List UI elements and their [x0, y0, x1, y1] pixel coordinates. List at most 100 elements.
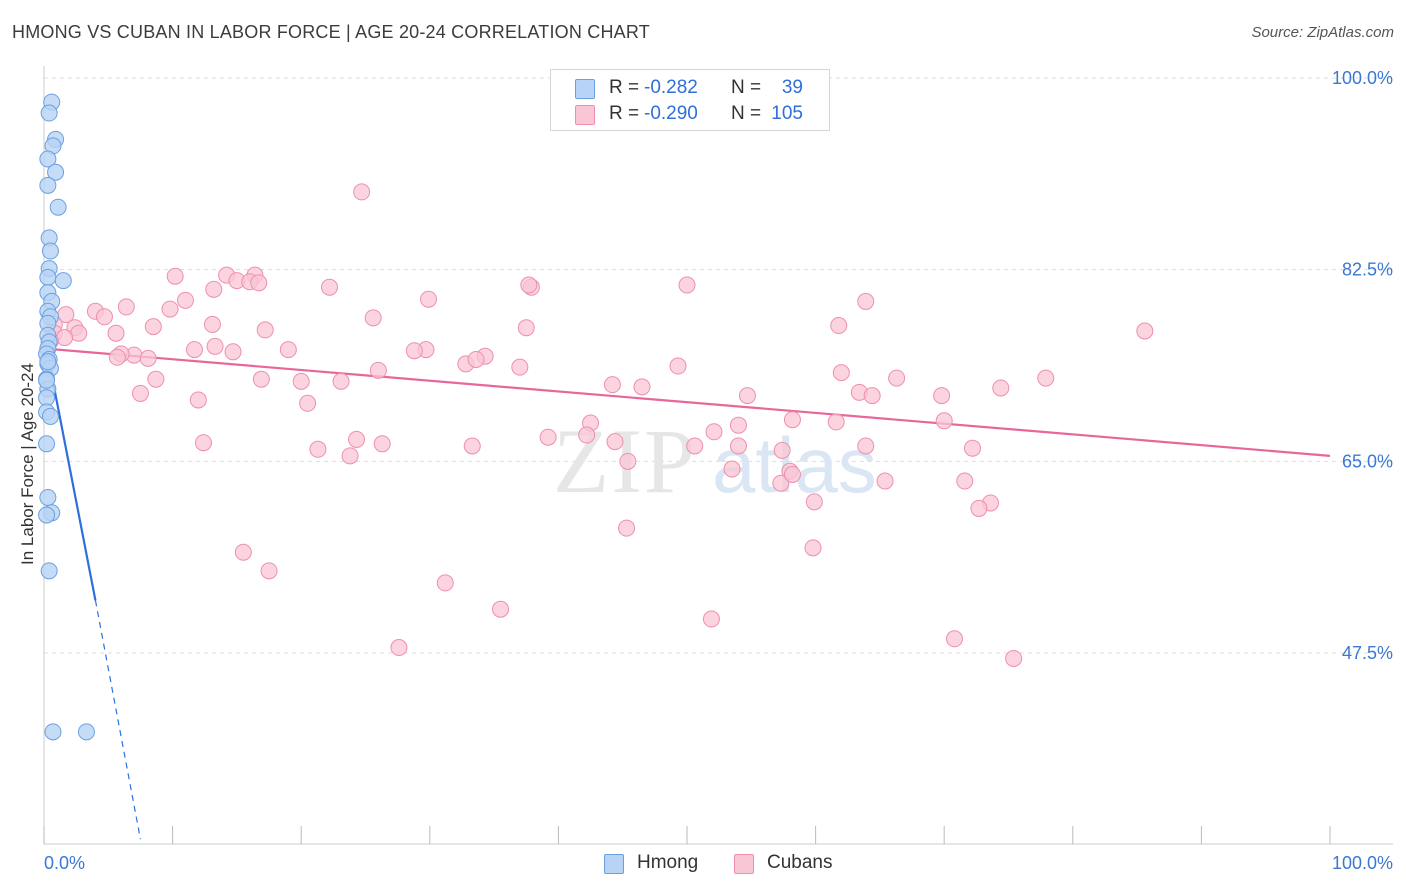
legend-r-value: -0.290	[644, 103, 698, 124]
hmong-point	[38, 435, 56, 453]
cubans-point	[463, 437, 481, 455]
cubans-point	[963, 439, 981, 457]
hmong-point	[39, 150, 57, 168]
tick-labels: 100.0% 82.5% 65.0% 47.5% 0.0% 100.0%	[44, 68, 1393, 873]
cubans-point	[511, 358, 529, 376]
legend-r-label: R =	[609, 77, 640, 98]
cubans-point	[729, 416, 747, 434]
cubans-point	[669, 357, 687, 375]
cubans-point	[888, 369, 906, 387]
cubans-point	[956, 472, 974, 490]
legend-n-label: N =	[731, 103, 762, 124]
cubans-point	[252, 370, 270, 388]
cubans-point	[945, 630, 963, 648]
cubans-point	[390, 639, 408, 657]
cubans-point	[729, 437, 747, 455]
cubans-point	[539, 428, 557, 446]
cubans-point	[702, 610, 720, 628]
hmong-point	[39, 353, 57, 371]
cubans-point	[827, 413, 845, 431]
cubans-point	[292, 372, 310, 390]
cubans-point	[618, 519, 636, 537]
cubans-point	[108, 348, 126, 366]
cubans-point	[992, 379, 1010, 397]
correlation-legend: R = -0.282 N = 39 R = -0.290 N = 105	[550, 69, 830, 131]
cubans-point	[405, 342, 423, 360]
cubans-point	[95, 308, 113, 326]
hmong-point	[49, 198, 67, 216]
cubans-point	[185, 341, 203, 359]
cubans-point	[619, 452, 637, 470]
cubans-point	[189, 391, 207, 409]
cubans-point	[633, 378, 651, 396]
cubans-point	[107, 324, 125, 342]
hmong-point	[40, 104, 58, 122]
x-tick-label: 100.0%	[1332, 853, 1393, 873]
cubans-point	[205, 280, 223, 298]
cubans-point	[224, 343, 242, 361]
cubans-point	[131, 384, 149, 402]
cubans-point	[773, 441, 791, 459]
y-tick-label: 65.0%	[1342, 451, 1393, 471]
y-tick-label: 100.0%	[1332, 68, 1393, 88]
chart-source: Source: ZipAtlas.com	[1251, 24, 1394, 41]
cubans-point	[738, 387, 756, 405]
cubans-point	[144, 318, 162, 336]
legend-n-value: 39	[781, 77, 803, 98]
cubans-point	[203, 315, 221, 333]
cubans-point	[250, 274, 268, 292]
cubans-point	[603, 376, 621, 394]
cubans-point	[332, 372, 350, 390]
legend-row-cubans: R = -0.290 N = 105	[551, 101, 829, 127]
cubans-point	[783, 411, 801, 429]
legend-n-label: N =	[731, 77, 762, 98]
cubans-point	[1037, 369, 1055, 387]
cubans-point	[723, 460, 741, 478]
cubans-point	[678, 276, 696, 294]
hmong-point	[41, 242, 59, 260]
hmong-point	[54, 272, 72, 290]
legend-r-label: R =	[609, 103, 640, 124]
cubans-point	[420, 290, 438, 308]
cubans-point	[517, 319, 535, 337]
cubans-point	[970, 499, 988, 517]
cubans-point	[176, 291, 194, 309]
cubans-point	[256, 321, 274, 339]
hmong-point	[39, 176, 57, 194]
cubans-point	[876, 472, 894, 490]
cubans-point	[832, 364, 850, 382]
cubans-point	[206, 337, 224, 355]
legend-row-hmong: R = -0.282 N = 39	[551, 75, 829, 101]
y-tick-label: 82.5%	[1342, 260, 1393, 280]
cubans-point	[686, 437, 704, 455]
y-axis-title: In Labor Force | Age 20-24	[18, 363, 37, 565]
x-tick-label: 0.0%	[44, 853, 85, 873]
cubans-point	[369, 361, 387, 379]
cubans-point	[147, 370, 165, 388]
cubans-point	[260, 562, 278, 580]
cubans-point	[933, 387, 951, 405]
cubans-point	[341, 447, 359, 465]
cubans-point	[299, 394, 317, 412]
cubans-point	[857, 437, 875, 455]
cubans-legend-label: Cubans	[767, 852, 833, 873]
legend-n-value: 105	[771, 103, 803, 124]
hmong-point	[38, 389, 56, 407]
cubans-point	[772, 474, 790, 492]
hmong-point	[41, 407, 59, 425]
cubans-point	[309, 440, 327, 458]
hmong-point	[38, 506, 56, 524]
hmong-trendline-extension	[94, 600, 142, 840]
cubans-point	[805, 493, 823, 511]
cubans-point	[234, 543, 252, 561]
hmong-points	[38, 93, 95, 741]
hmong-swatch	[575, 79, 595, 99]
cubans-point	[606, 433, 624, 451]
watermark: ZIP atlas	[553, 410, 877, 512]
cubans-point	[279, 341, 297, 359]
cubans-point	[804, 539, 822, 557]
cubans-swatch	[734, 854, 754, 874]
cubans-point	[194, 434, 212, 452]
hmong-swatch	[604, 854, 624, 874]
